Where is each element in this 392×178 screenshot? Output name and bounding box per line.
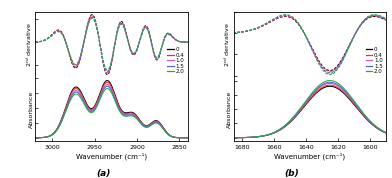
X-axis label: Wavenumber (cm⁻¹): Wavenumber (cm⁻¹) [274, 153, 345, 160]
X-axis label: Wavenumber (cm⁻¹): Wavenumber (cm⁻¹) [76, 153, 147, 160]
Legend: 0, 0.4, 1.0, 1.5, 2.0: 0, 0.4, 1.0, 1.5, 2.0 [365, 47, 383, 75]
Legend: 0, 0.4, 1.0, 1.5, 2.0: 0, 0.4, 1.0, 1.5, 2.0 [167, 47, 185, 75]
Y-axis label: 2$^{nd}$ derivative: 2$^{nd}$ derivative [25, 22, 34, 67]
Y-axis label: Absorbance: Absorbance [227, 91, 232, 128]
Y-axis label: Absorbance: Absorbance [29, 91, 34, 128]
Text: (a): (a) [97, 169, 111, 178]
Text: (b): (b) [285, 169, 299, 178]
Y-axis label: 2$^{nd}$ derivative: 2$^{nd}$ derivative [223, 22, 232, 67]
